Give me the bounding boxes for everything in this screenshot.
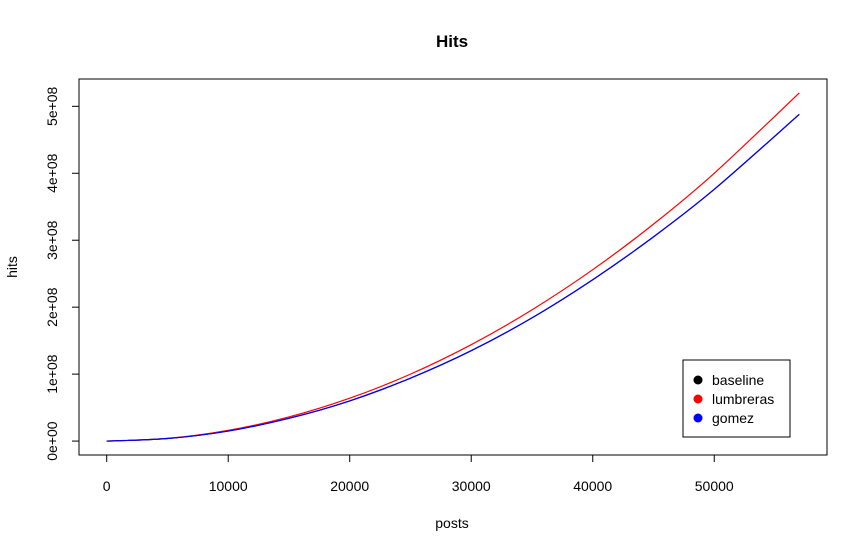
x-tick-label: 40000 — [573, 478, 612, 494]
y-tick-label: 3e+08 — [44, 220, 60, 260]
y-axis: 0e+00 1e+08 2e+08 3e+08 4e+08 5e+08 — [44, 86, 80, 461]
chart-title: Hits — [436, 32, 468, 51]
x-axis-title: posts — [435, 515, 468, 531]
x-axis: 0 10000 20000 30000 40000 50000 — [103, 454, 734, 494]
legend-marker-lumbreras — [693, 394, 703, 404]
legend-label-baseline: baseline — [712, 372, 764, 388]
x-tick-label: 10000 — [209, 478, 248, 494]
legend-label-gomez: gomez — [712, 410, 754, 426]
y-tick-label: 0e+00 — [44, 421, 60, 461]
x-tick-label: 0 — [103, 478, 111, 494]
y-axis-title: hits — [4, 256, 20, 278]
x-tick-label: 30000 — [452, 478, 491, 494]
legend-label-lumbreras: lumbreras — [712, 391, 774, 407]
series-line-gomez — [106, 113, 800, 442]
x-tick-label: 50000 — [695, 478, 734, 494]
legend-marker-gomez — [693, 413, 703, 423]
y-tick-label: 5e+08 — [44, 86, 60, 126]
series-layer — [106, 92, 800, 442]
x-tick-label: 20000 — [330, 478, 369, 494]
legend-marker-baseline — [693, 375, 703, 385]
series-line-lumbreras — [106, 92, 800, 442]
y-tick-label: 4e+08 — [44, 153, 60, 193]
y-tick-label: 2e+08 — [44, 287, 60, 327]
legend: baseline lumbreras gomez — [682, 359, 791, 438]
y-tick-label: 1e+08 — [44, 354, 60, 394]
